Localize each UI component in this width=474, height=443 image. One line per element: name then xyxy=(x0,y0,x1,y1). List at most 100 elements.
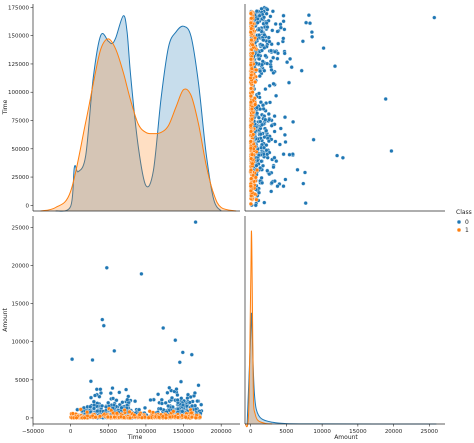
point-class-0 xyxy=(180,402,186,408)
legend: Class 0 1 xyxy=(456,209,472,234)
point-class-0 xyxy=(187,400,192,405)
point-class-0 xyxy=(195,399,200,404)
y-axis-label-time: Time xyxy=(2,99,9,115)
point-class-1 xyxy=(250,42,255,47)
point-class-0 xyxy=(261,106,266,111)
point-class-0 xyxy=(263,117,268,122)
point-class-0 xyxy=(258,165,263,171)
point-class-0-outlier xyxy=(310,34,315,39)
point-class-0 xyxy=(269,189,274,194)
point-class-1 xyxy=(97,414,103,419)
point-class-1 xyxy=(249,66,254,71)
x-time-tick-label: −50000 xyxy=(22,429,45,435)
point-class-1 xyxy=(254,67,259,73)
point-class-1 xyxy=(147,409,152,414)
point-class-0 xyxy=(261,145,267,150)
point-class-0 xyxy=(258,119,263,124)
point-class-1 xyxy=(127,409,132,414)
point-class-0-outlier xyxy=(173,338,178,343)
point-class-0 xyxy=(277,142,282,147)
point-class-0 xyxy=(110,386,115,391)
point-class-0 xyxy=(278,22,283,27)
point-class-0 xyxy=(119,405,124,410)
y-amount-tick-label: 0 xyxy=(26,416,30,422)
point-class-1 xyxy=(253,79,258,85)
point-class-1 xyxy=(139,415,145,420)
point-class-0 xyxy=(98,387,103,392)
point-class-0 xyxy=(259,159,264,164)
point-class-0 xyxy=(91,406,97,411)
point-class-1 xyxy=(255,168,260,173)
point-class-1 xyxy=(248,146,253,151)
point-class-0 xyxy=(267,83,272,88)
point-class-1 xyxy=(248,201,253,206)
point-class-0 xyxy=(265,25,270,30)
point-class-1 xyxy=(249,129,254,134)
point-class-1 xyxy=(248,168,254,173)
point-class-0 xyxy=(275,184,280,189)
point-class-1 xyxy=(249,26,254,31)
point-class-0-outlier xyxy=(180,350,185,355)
point-class-0 xyxy=(271,55,276,60)
point-class-0 xyxy=(287,152,292,157)
point-class-1 xyxy=(78,407,83,412)
point-class-0-outlier xyxy=(321,46,326,51)
point-class-0-outlier xyxy=(193,220,198,225)
point-class-0 xyxy=(133,399,138,404)
point-class-0 xyxy=(192,390,197,396)
point-class-0 xyxy=(156,392,161,397)
point-class-1 xyxy=(250,90,255,95)
point-class-0 xyxy=(283,177,288,182)
point-class-0 xyxy=(148,397,153,403)
point-class-0 xyxy=(266,35,271,40)
point-class-1 xyxy=(248,139,253,144)
point-class-0 xyxy=(273,21,278,27)
y-time-tick-label: 50000 xyxy=(12,147,30,153)
point-class-1 xyxy=(85,410,90,415)
point-class-0 xyxy=(178,379,184,384)
legend-label-1: 1 xyxy=(465,227,469,234)
point-class-0 xyxy=(260,180,265,185)
point-class-1 xyxy=(253,35,258,41)
point-class-0 xyxy=(274,93,279,98)
point-class-0 xyxy=(272,129,277,134)
point-class-0 xyxy=(270,28,275,33)
y-time-tick-label: 175000 xyxy=(8,5,29,11)
y-amount-tick-label: 25000 xyxy=(12,225,30,231)
kde-amount-line-class-1 xyxy=(244,230,273,428)
point-class-0 xyxy=(269,123,274,128)
point-class-1 xyxy=(248,20,253,25)
point-class-0 xyxy=(267,172,272,177)
point-class-0 xyxy=(262,32,267,37)
point-class-0 xyxy=(92,393,98,398)
point-class-0 xyxy=(281,36,286,41)
point-class-0 xyxy=(265,152,270,157)
point-class-0 xyxy=(167,385,172,390)
point-class-0 xyxy=(256,190,262,195)
scatter-amount-vs-time xyxy=(248,5,437,208)
point-class-0-outlier xyxy=(161,325,166,331)
point-class-0 xyxy=(91,399,96,404)
point-class-0 xyxy=(256,115,261,120)
point-class-0 xyxy=(169,395,175,400)
point-class-0 xyxy=(261,38,266,43)
x-time-tick-label: 50000 xyxy=(100,429,118,435)
point-class-0 xyxy=(270,9,275,14)
point-class-0 xyxy=(92,403,97,408)
point-class-0 xyxy=(159,397,164,402)
point-class-0 xyxy=(260,103,266,108)
point-class-0 xyxy=(258,69,263,74)
point-class-1 xyxy=(254,197,259,202)
point-class-1 xyxy=(132,413,137,418)
point-class-0 xyxy=(163,400,168,405)
kde-amount-fill-class-0 xyxy=(247,313,437,424)
point-class-0 xyxy=(281,19,286,24)
point-class-0-outlier xyxy=(303,201,308,206)
point-class-1 xyxy=(248,30,253,35)
point-class-0 xyxy=(264,11,269,16)
point-class-0 xyxy=(276,41,281,46)
point-class-0 xyxy=(283,139,288,145)
point-class-0 xyxy=(175,406,181,412)
point-class-0 xyxy=(257,13,262,18)
